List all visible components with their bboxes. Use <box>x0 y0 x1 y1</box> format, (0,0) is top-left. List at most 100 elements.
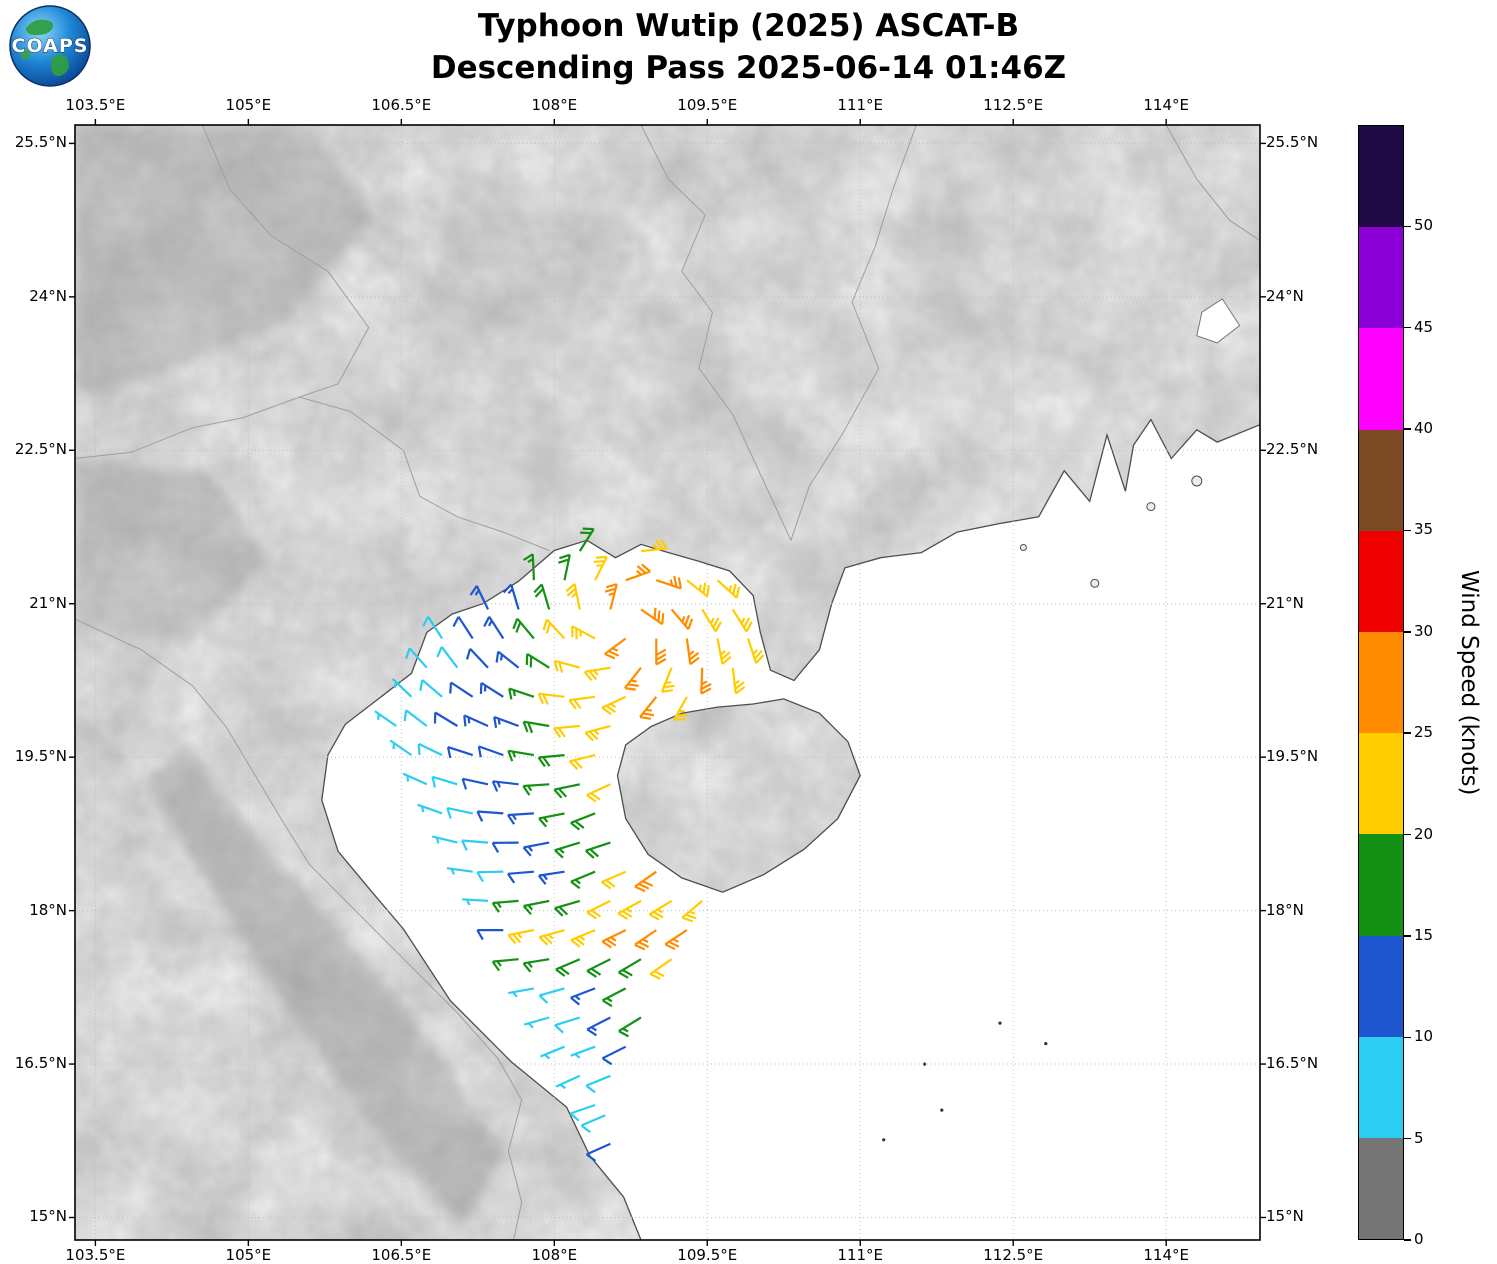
wind-barb <box>476 870 504 883</box>
x-tick-label-bottom: 106.5°E <box>371 1246 432 1264</box>
x-tick-label-top: 105°E <box>225 96 272 114</box>
islet-dot <box>1044 1042 1048 1046</box>
wind-barb <box>634 929 657 951</box>
y-tick-label-right: 22.5°N <box>1266 440 1319 459</box>
wind-barb <box>538 929 565 946</box>
wind-barb <box>583 666 611 681</box>
y-tick-label-right: 15°N <box>1266 1207 1304 1226</box>
logo-continent <box>26 19 54 36</box>
colorbar-tick-label: 40 <box>1414 419 1434 438</box>
colorbar-segment <box>1359 126 1403 228</box>
wind-barb <box>570 929 596 948</box>
wind-barb <box>436 646 459 669</box>
wind-barb <box>374 710 397 727</box>
islet-dot <box>940 1108 944 1112</box>
colorbar-segment <box>1359 733 1403 835</box>
wind-barb <box>465 648 489 669</box>
wind-barb <box>584 841 611 859</box>
wind-barb <box>522 720 550 734</box>
gridlines <box>69 119 1266 1246</box>
x-tick-label-top: 112.5°E <box>983 96 1044 114</box>
wind-barb <box>617 899 642 921</box>
colorbar-tick-label: 45 <box>1414 317 1434 336</box>
wind-barb <box>731 608 753 633</box>
wind-barb <box>716 638 732 665</box>
wind-barb <box>625 563 651 582</box>
colorbar-tick-label: 0 <box>1414 1230 1424 1248</box>
x-tick-label-bottom: 111°E <box>837 1246 884 1264</box>
wind-barb <box>640 538 668 553</box>
wind-barb <box>552 724 580 738</box>
x-tick-label-top: 114°E <box>1143 96 1189 114</box>
wind-barb <box>446 867 473 875</box>
wind-barb <box>522 958 550 973</box>
wind-barb <box>405 647 428 669</box>
wind-barb <box>525 652 550 669</box>
colorbar-tick-label: 20 <box>1414 824 1434 843</box>
wind-barb <box>731 667 746 695</box>
wind-barb <box>493 715 519 728</box>
colorbar-segment <box>1359 631 1403 734</box>
wind-barb <box>491 841 519 853</box>
wind-barb <box>578 527 595 552</box>
y-tick-label-right: 24°N <box>1266 286 1304 305</box>
coastal-island <box>1090 578 1100 588</box>
colorbar-tick <box>1404 935 1411 937</box>
wind-barb <box>463 714 489 728</box>
wind-barb <box>604 583 618 610</box>
wind-barb <box>483 616 505 640</box>
wind-barb <box>502 583 520 610</box>
wind-barb <box>417 803 443 815</box>
y-tick-label-left: 21°N <box>29 593 67 612</box>
x-tick-label-top: 111°E <box>837 96 884 114</box>
y-tick-label-left: 18°N <box>29 900 67 919</box>
wind-barb <box>417 742 443 757</box>
plot-frame <box>74 124 1261 1241</box>
colorbar-tick <box>1404 1137 1411 1140</box>
colorbar-tick <box>1404 529 1411 532</box>
logo-continent <box>50 54 69 77</box>
colorbar-tick <box>1404 326 1411 329</box>
wind-barb <box>571 625 596 640</box>
x-tick-label-top: 108°E <box>531 96 578 114</box>
wind-barb <box>593 555 608 581</box>
colorbar-tick-label: 15 <box>1414 925 1434 944</box>
colorbar-tick <box>1404 732 1411 734</box>
wind-barb <box>422 616 444 640</box>
wind-barb <box>640 607 665 626</box>
wind-barb <box>507 812 534 825</box>
mainland-coastline <box>321 418 1261 1241</box>
wind-barb <box>586 899 611 920</box>
colorbar-tick <box>1404 1036 1411 1039</box>
wind-barb <box>558 553 571 581</box>
wind-barb <box>389 739 413 757</box>
wind-barb <box>649 958 673 980</box>
colorbar-segment <box>1359 935 1403 1037</box>
x-tick-label-bottom: 112.5°E <box>983 1246 1044 1264</box>
wind-barb <box>507 929 535 945</box>
wind-barb <box>554 899 581 917</box>
wind-barb <box>491 780 519 792</box>
wind-barb <box>522 553 535 581</box>
wind-barb <box>655 575 683 590</box>
wind-barb <box>537 870 565 885</box>
colorbar-tick-label: 10 <box>1414 1027 1434 1046</box>
wind-barb <box>419 679 443 698</box>
wind-barb <box>570 812 596 831</box>
x-tick-label-bottom: 105°E <box>225 1246 272 1264</box>
lake <box>1196 298 1241 344</box>
wind-barb <box>491 958 519 972</box>
y-tick-label-right: 18°N <box>1266 900 1304 919</box>
colorbar-segment <box>1359 1137 1403 1240</box>
y-tick-label-left: 19.5°N <box>14 747 67 766</box>
wind-barb <box>431 775 458 788</box>
wind-barb <box>570 1045 596 1059</box>
wind-barb <box>618 958 642 979</box>
colorbar-segment <box>1359 834 1403 936</box>
y-tick-label-left: 15°N <box>29 1207 67 1226</box>
wind-barb <box>542 618 566 640</box>
logo-continent <box>21 49 31 60</box>
coastal-island <box>1019 544 1027 551</box>
wind-barb <box>523 1016 550 1029</box>
coastal-island <box>1146 502 1156 512</box>
